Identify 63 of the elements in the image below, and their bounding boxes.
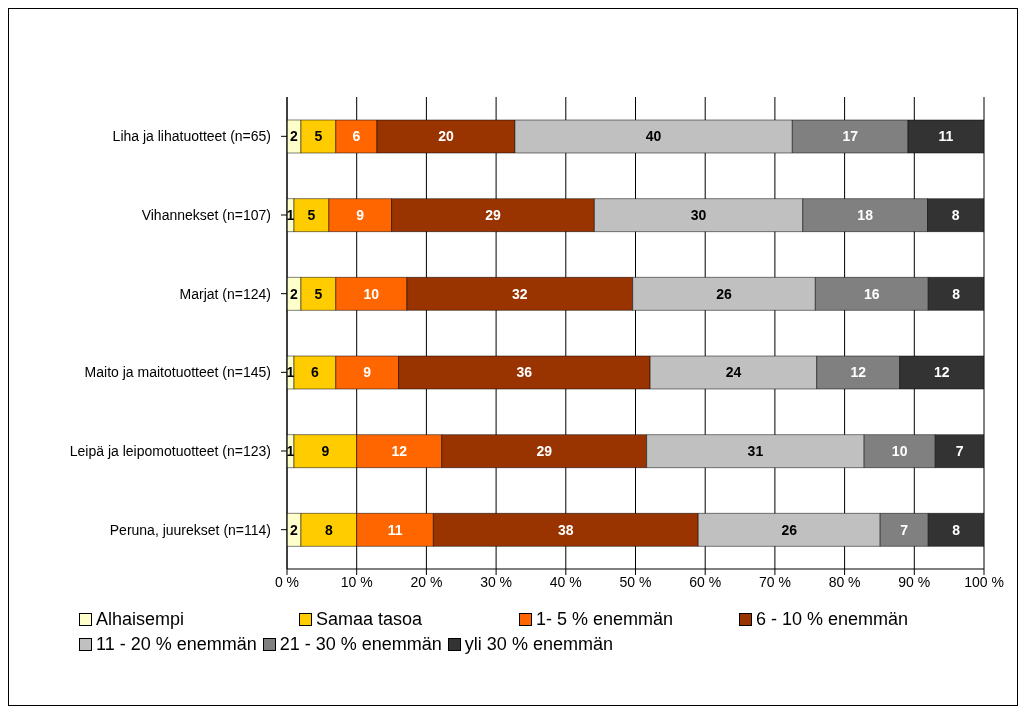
legend-label: Alhaisempi [96, 609, 185, 630]
data-label: 12 [934, 364, 950, 381]
x-tick-label: 90 % [898, 573, 931, 590]
data-label: 9 [363, 364, 372, 381]
data-label: 18 [857, 207, 874, 224]
x-tick-label: 30 % [480, 573, 513, 590]
data-label: 5 [307, 207, 316, 224]
legend-label: 21 - 30 % enemmän [279, 634, 442, 655]
y-tick-label: Leipä ja leipomotuotteet (n=123) [69, 443, 271, 459]
data-label: 7 [900, 521, 909, 538]
data-label: 9 [356, 207, 365, 224]
data-label: 26 [716, 285, 733, 302]
x-tick-label: 60 % [689, 573, 722, 590]
data-label: 24 [725, 364, 742, 381]
data-label: 11 [387, 521, 403, 538]
x-tick-label: 100 % [964, 573, 1004, 590]
data-label: 11 [938, 128, 954, 145]
data-label: 29 [536, 443, 553, 460]
data-label: 16 [863, 285, 880, 302]
data-label: 32 [512, 285, 528, 302]
data-label: 8 [951, 207, 960, 224]
y-tick-label: Maito ja maitotuotteet (n=145) [84, 364, 271, 381]
x-tick-label: 50 % [619, 573, 652, 590]
legend-label: 1- 5 % enemmän [536, 609, 674, 630]
data-label: 10 [363, 285, 380, 302]
y-tick-label: Peruna, juurekset (n=114) [109, 521, 271, 538]
data-label: 7 [955, 443, 964, 460]
legend-label: Samaa tasoa [316, 609, 423, 630]
data-label: 2 [290, 285, 299, 302]
data-label: 8 [952, 285, 961, 302]
data-label: 26 [781, 521, 798, 538]
x-tick-label: 20 % [410, 573, 443, 590]
data-label: 30 [690, 207, 707, 224]
data-label: 6 [352, 128, 361, 145]
y-tick-label: Liha ja lihatuotteet (n=65) [112, 128, 271, 145]
data-label: 2 [290, 521, 299, 538]
legend-label: 11 - 20 % enemmän [96, 634, 257, 655]
y-tick-label: Marjat (n=124) [179, 285, 271, 302]
data-label: 40 [645, 128, 662, 145]
x-tick-label: 10 % [340, 573, 373, 590]
x-tick-label: 70 % [758, 573, 791, 590]
data-label: 8 [952, 521, 961, 538]
x-tick-label: 80 % [828, 573, 861, 590]
data-label: 10 [891, 443, 908, 460]
data-label: 5 [314, 285, 323, 302]
x-tick-label: 40 % [549, 573, 582, 590]
data-label: 2 [290, 128, 299, 145]
legend-label: yli 30 % enemmän [464, 634, 613, 655]
data-label: 9 [321, 443, 330, 460]
data-label: 17 [842, 128, 859, 145]
y-tick-label: Vihannekset (n=107) [141, 207, 271, 223]
data-label: 8 [324, 521, 333, 538]
data-label: 6 [310, 364, 319, 381]
data-label: 12 [850, 364, 867, 381]
data-label: 36 [516, 364, 533, 381]
data-label: 20 [438, 128, 454, 145]
data-label: 38 [558, 521, 574, 538]
data-label: 5 [314, 128, 323, 145]
x-tick-label: 0 % [274, 573, 300, 590]
data-label: 31 [747, 443, 764, 460]
legend-label: 6 - 10 % enemmän [756, 609, 909, 630]
data-label: 29 [485, 207, 501, 224]
data-label: 12 [391, 443, 408, 460]
